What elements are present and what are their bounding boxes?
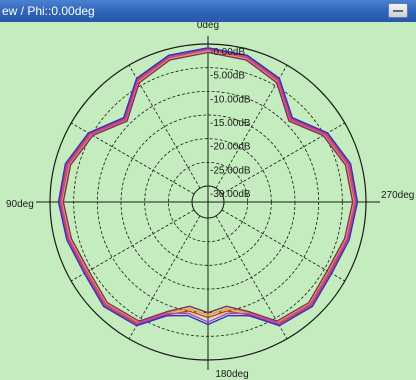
series-line-2 — [61, 50, 355, 324]
polar-grid — [36, 36, 380, 370]
grid-spoke — [70, 209, 195, 282]
ring-label: -0.00dB — [210, 47, 245, 58]
window-titlebar: ew / Phi::0.00deg — [0, 0, 416, 22]
angle-label-right: 270deg — [381, 190, 414, 201]
series-line-4 — [57, 47, 359, 327]
grid-spoke — [215, 215, 288, 340]
angle-label-left: 90deg — [6, 199, 34, 210]
ring-label: -20.00dB — [210, 142, 251, 153]
series-line-1 — [58, 48, 358, 326]
grid-spoke — [221, 122, 346, 195]
grid-spoke — [128, 64, 201, 189]
grid-spoke — [128, 215, 201, 340]
minimize-button[interactable] — [388, 3, 408, 18]
angle-label-bottom: 180deg — [215, 369, 248, 380]
series-line-3 — [60, 49, 356, 324]
grid-spoke — [221, 209, 346, 282]
ring-label: -30.00dB — [210, 189, 251, 200]
angle-label-top: 0deg — [197, 22, 219, 31]
ring-label: -5.00dB — [210, 71, 245, 82]
ring-label: -15.00dB — [210, 118, 251, 129]
grid-spoke — [70, 122, 195, 195]
minimize-icon — [393, 10, 403, 12]
window-title: ew / Phi::0.00deg — [2, 4, 95, 18]
ring-label: -25.00dB — [210, 165, 251, 176]
label-group: 0deg 90deg 270deg 180deg -0.00dB -5.00dB -… — [6, 22, 414, 380]
grid-spoke — [215, 64, 288, 189]
series-line-5 — [62, 51, 354, 322]
polar-chart: 0deg 90deg 270deg 180deg -0.00dB -5.00dB -… — [6, 22, 414, 380]
series-group — [57, 47, 359, 327]
plot-area: 0deg 90deg 270deg 180deg -0.00dB -5.00dB -… — [0, 22, 416, 380]
ring-label: -10.00dB — [210, 94, 251, 105]
